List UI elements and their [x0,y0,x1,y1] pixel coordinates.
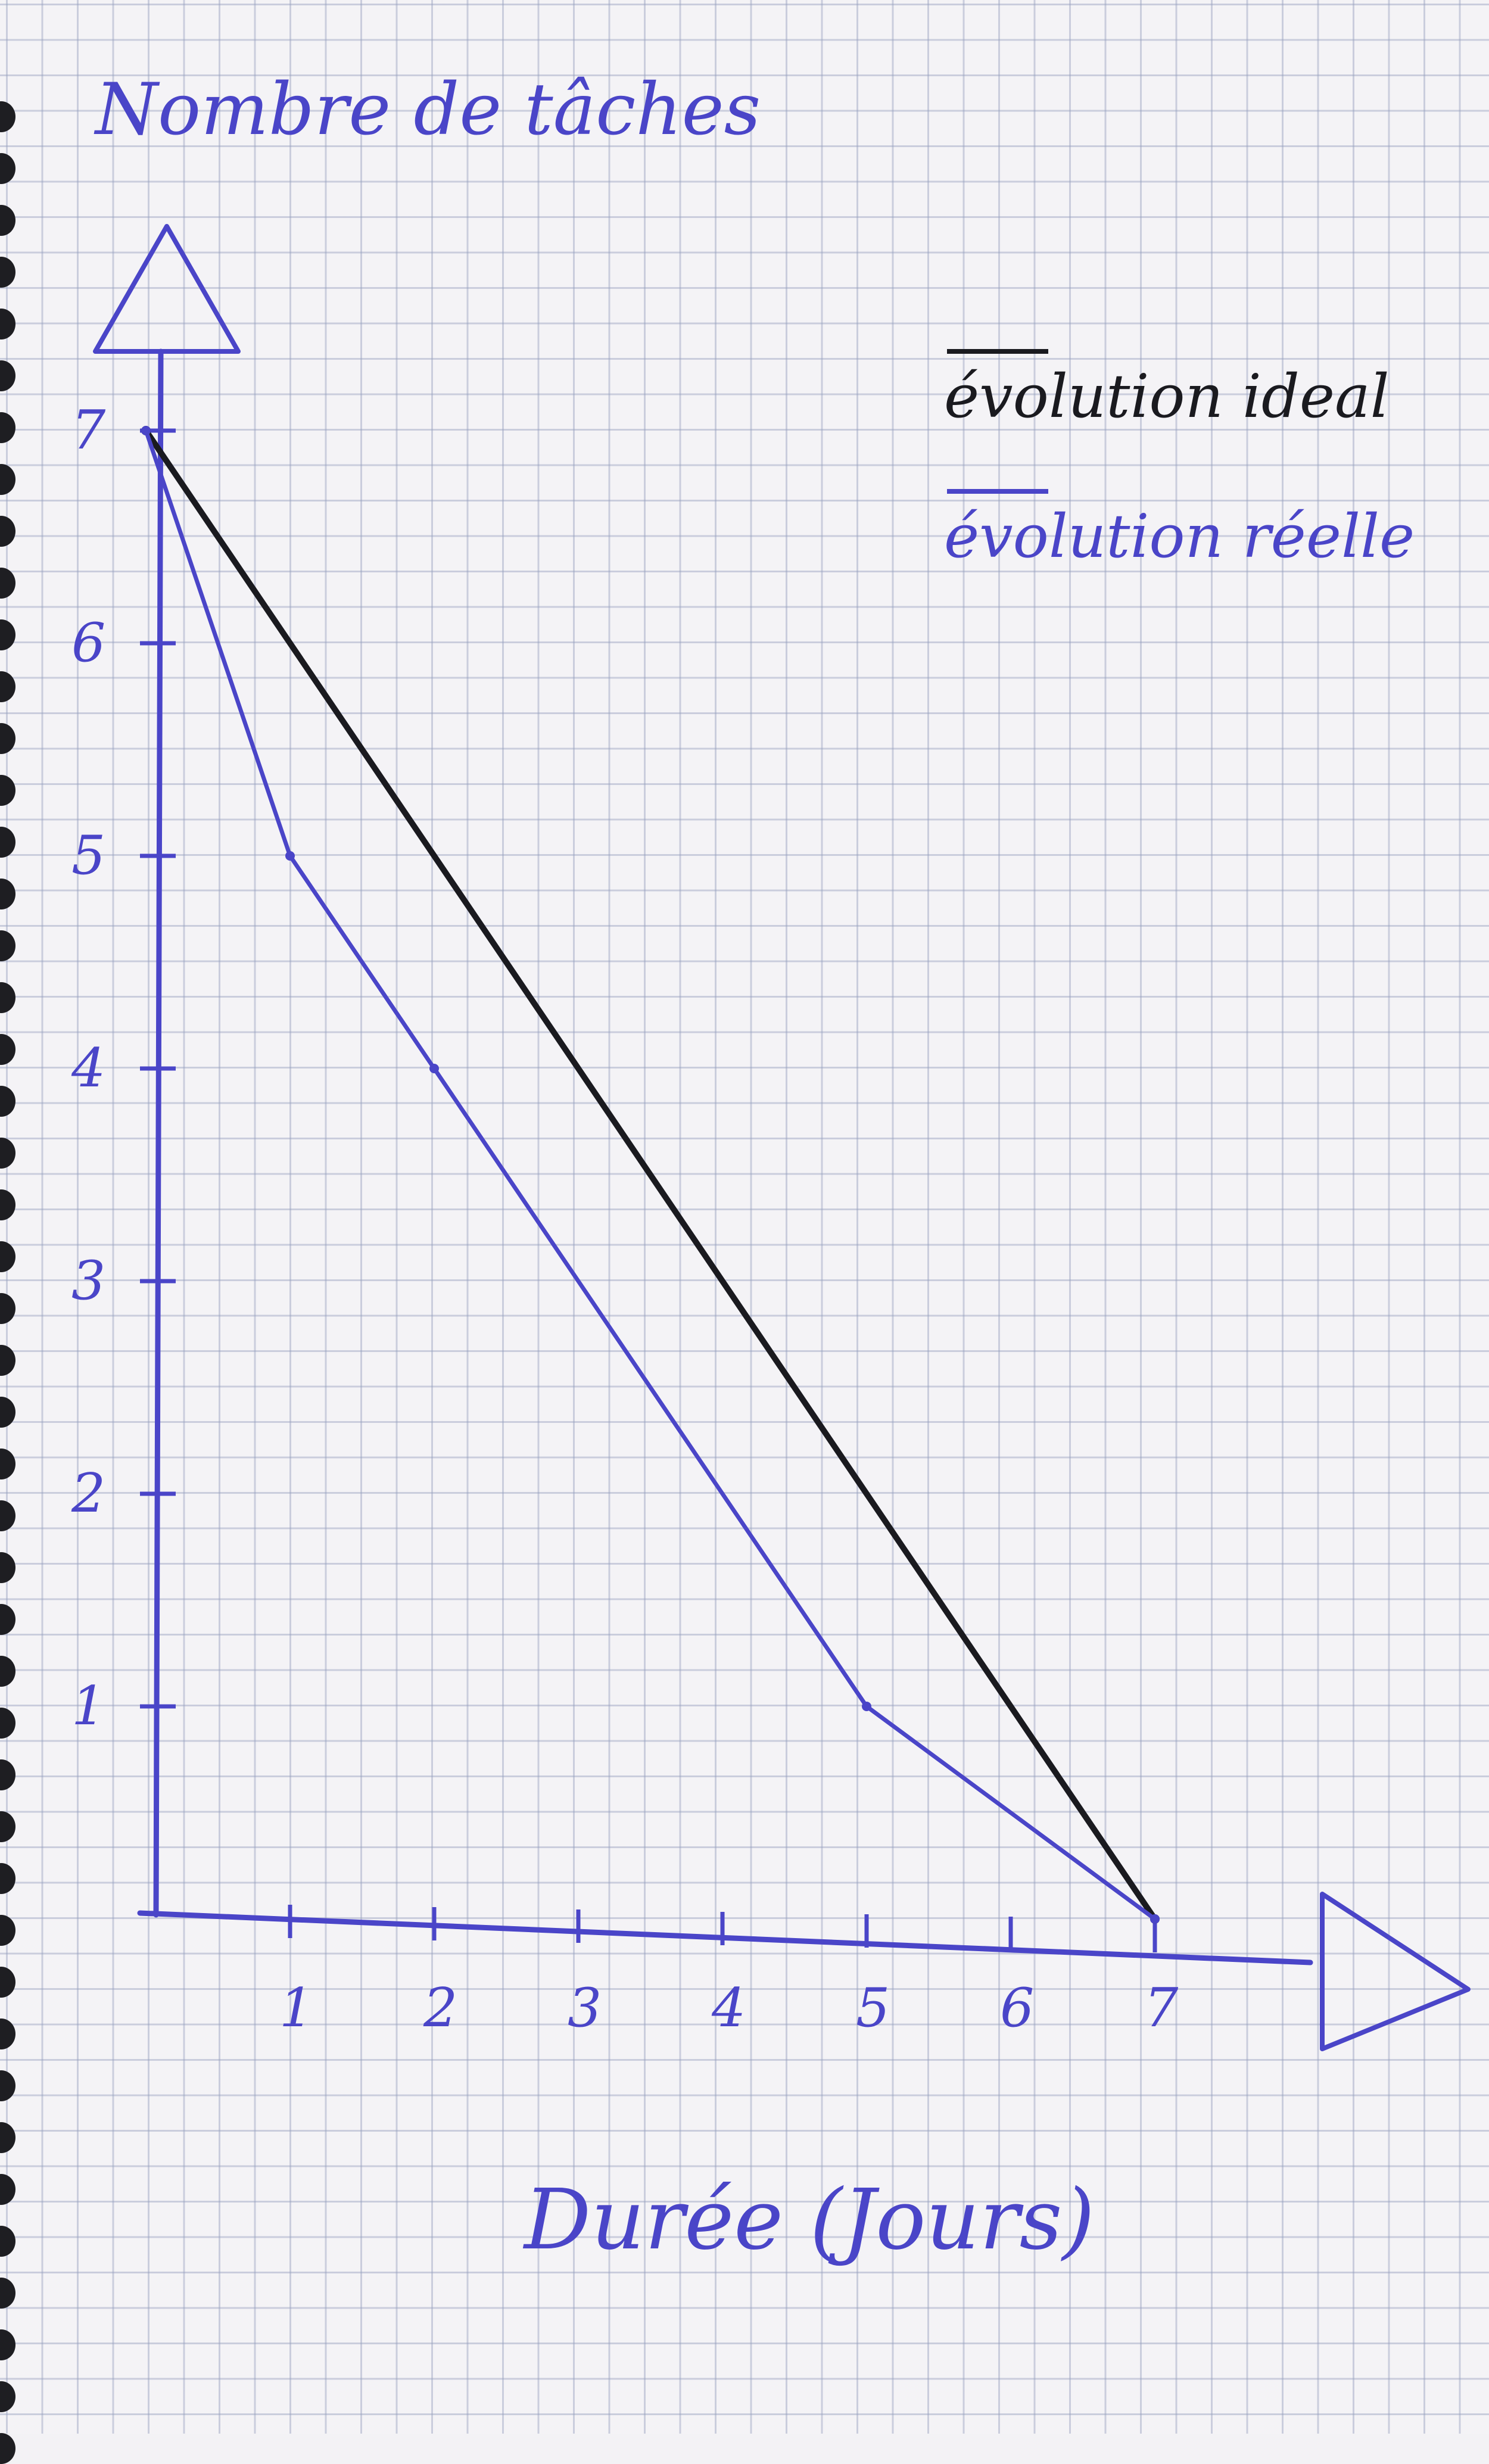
x-tick-label: 3 [568,1977,602,2039]
y-axis-label: Nombre de tâches [94,68,761,151]
data-point [862,1702,871,1711]
x-axis-arrowhead [1320,1892,1471,2051]
legend-label: évolution réelle [944,501,1415,571]
y-tick-label: 5 [71,824,105,887]
x-tick-label: 5 [856,1977,890,2039]
y-tick-label: 2 [71,1462,105,1525]
x-axis-line [137,1910,1313,1965]
data-point [141,426,151,435]
binding-hole [0,2433,15,2464]
x-tick-label: 2 [423,1977,457,2039]
y-tick-label: 4 [71,1037,105,1099]
y-axis-arrowhead [93,224,241,354]
data-point [285,851,295,861]
x-tick-label: 6 [1000,1977,1034,2039]
x-tick-label: 1 [279,1977,313,2039]
series-line-ideal [143,428,1158,1922]
data-point [429,1064,439,1073]
x-tick-label: 4 [711,1977,746,2039]
data-point [1150,1914,1160,1924]
y-tick-label: 7 [71,399,106,462]
y-tick-label: 1 [71,1675,105,1737]
legend-label: évolution ideal [944,362,1390,431]
y-tick-label: 6 [71,612,105,674]
y-axis-line [153,348,164,1918]
x-axis-label: Durée (Jours) [522,2172,1095,2269]
y-tick-label: 3 [71,1250,105,1312]
x-tick-label: 7 [1144,1977,1179,2039]
